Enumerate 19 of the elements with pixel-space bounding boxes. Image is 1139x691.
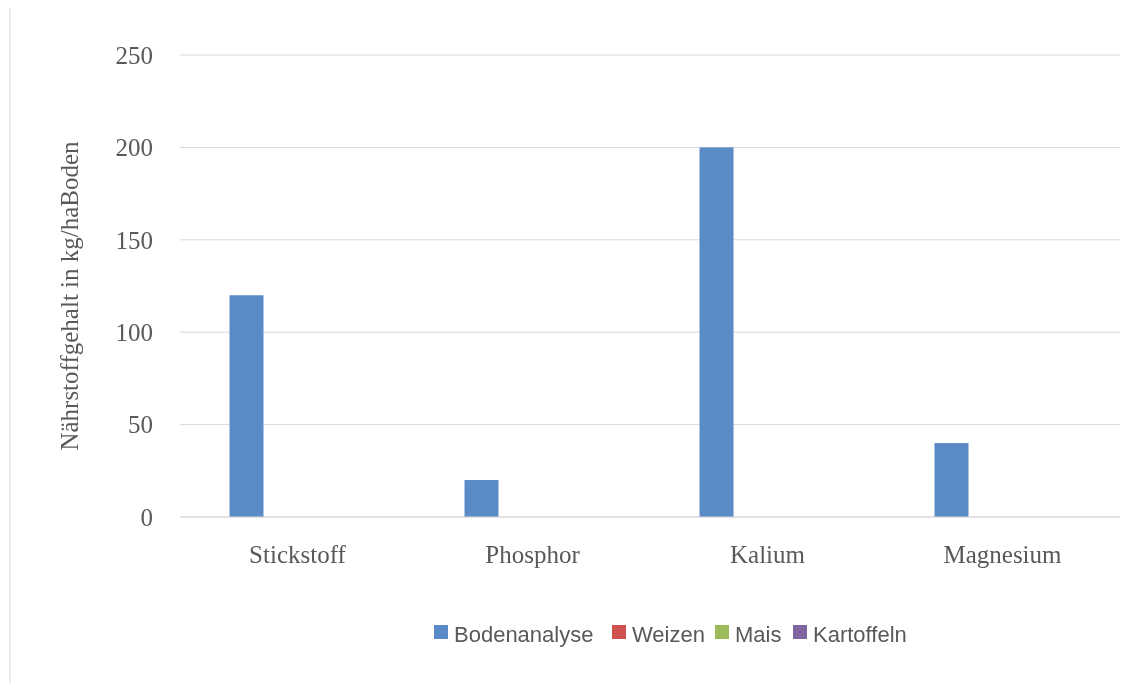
x-tick-label: Magnesium: [943, 541, 1063, 568]
legend-label: Kartoffeln: [813, 621, 907, 647]
x-tick-label: Stickstoff: [249, 541, 347, 568]
bar: [699, 147, 734, 517]
legend-label: Bodenanalyse: [454, 621, 594, 647]
bar: [934, 443, 969, 517]
y-axis-title: Nährstoffgehalt in kg/haBoden: [56, 140, 83, 451]
x-tick-label: Kalium: [730, 541, 806, 568]
legend-label: Mais: [735, 621, 782, 647]
y-tick-label: 150: [115, 226, 153, 254]
y-tick-label: 50: [128, 411, 153, 439]
y-tick-label: 100: [115, 318, 153, 346]
y-tick-label: 0: [140, 503, 153, 531]
bar: [464, 480, 499, 517]
bar: [229, 295, 264, 517]
y-tick-label: 250: [115, 41, 153, 69]
legend-label: Weizen: [632, 621, 705, 647]
x-tick-label: Phosphor: [485, 541, 581, 568]
y-tick-label: 200: [115, 134, 153, 162]
